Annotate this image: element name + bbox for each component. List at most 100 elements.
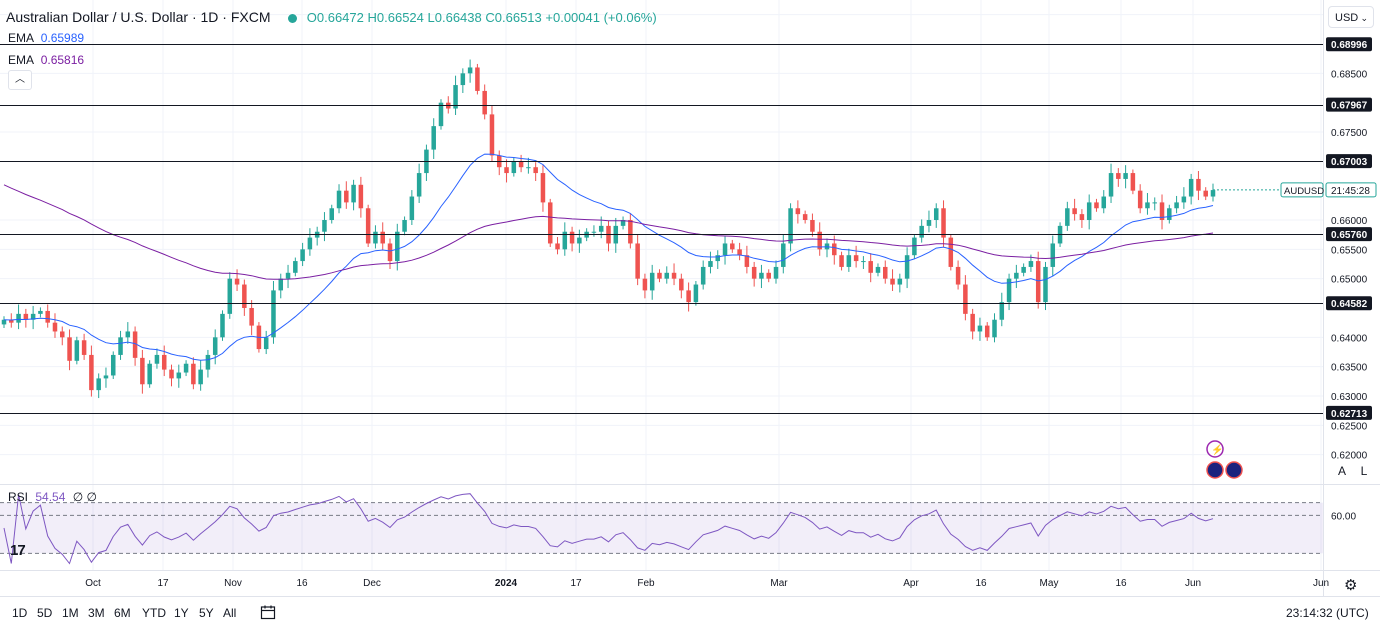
candle-body	[547, 202, 553, 244]
candle-body	[1181, 196, 1187, 203]
countdown-tag	[1325, 182, 1377, 198]
timeframe-5d[interactable]: 5D	[37, 606, 53, 620]
gear-icon[interactable]: ⚙	[1344, 577, 1358, 594]
candle-body	[679, 278, 684, 291]
candle-body	[722, 243, 728, 256]
timeframe-ytd[interactable]: YTD	[142, 606, 166, 620]
rsi-legend[interactable]: RSI 54.54 ∅ ∅	[8, 490, 97, 504]
price-tick-label: 0.62000	[1331, 451, 1368, 462]
candle-body	[1086, 202, 1092, 220]
candle-body	[1021, 266, 1026, 273]
candle-body	[1203, 190, 1208, 197]
candle-body	[700, 266, 706, 285]
candle-body	[773, 266, 779, 279]
candle-body	[322, 220, 327, 232]
candle-body	[67, 337, 72, 361]
us-flag-event-icon[interactable]	[1225, 461, 1243, 479]
candle-body	[23, 313, 29, 320]
candle-body	[897, 278, 903, 285]
rsi-tick-label: 60.00	[1331, 511, 1356, 522]
log-scale-button[interactable]: L	[1360, 464, 1368, 478]
candle-body	[562, 231, 568, 250]
candle-body	[154, 354, 160, 364]
price-tick-label: 0.65500	[1331, 245, 1368, 256]
candle-body	[271, 290, 276, 338]
symbol-title: Australian Dollar / U.S. Dollar · 1D · F…	[6, 9, 271, 25]
candle-body	[409, 196, 415, 220]
candle-body	[883, 266, 888, 279]
candle-body	[140, 357, 145, 385]
candle-body	[526, 167, 531, 169]
candle-body	[992, 319, 997, 338]
countdown-label: 21:45:28	[1331, 186, 1370, 197]
candle-body	[1101, 196, 1107, 209]
timeframe-6m[interactable]: 6M	[114, 606, 131, 620]
currency-select[interactable]: USD ⌄	[1328, 6, 1374, 28]
candle-body	[475, 67, 480, 91]
candle-body	[416, 173, 422, 197]
candle-body	[1174, 202, 1179, 209]
candle-body	[9, 319, 14, 323]
candle-body	[1167, 208, 1172, 220]
level-price-label: 0.62713	[1331, 409, 1368, 420]
candle-body	[577, 237, 582, 244]
au-flag-event-icon[interactable]	[1206, 461, 1224, 479]
candle-body	[759, 272, 764, 279]
level-price-tag	[1326, 154, 1372, 169]
time-tick-label: Feb	[637, 578, 655, 589]
lightning-event-icon[interactable]	[1206, 440, 1224, 458]
candle-body	[336, 190, 342, 209]
calendar-icon[interactable]	[260, 604, 276, 620]
timeframe-all[interactable]: All	[223, 606, 237, 620]
rsi-value: 54.54	[35, 490, 66, 504]
utc-clock[interactable]: 23:14:32 (UTC)	[1286, 606, 1369, 620]
candle-body	[766, 272, 771, 279]
candle-body	[693, 284, 699, 303]
tradingview-logo[interactable]: 17	[10, 542, 26, 559]
candle-body	[169, 369, 174, 379]
candle-body	[555, 243, 560, 250]
symbol-legend: Australian Dollar / U.S. Dollar · 1D · F…	[6, 9, 657, 25]
collapse-legend-button[interactable]: ︿	[8, 70, 32, 90]
ema-fast-legend[interactable]: EMA 0.65989	[8, 31, 84, 45]
auto-scale-button[interactable]: A	[1337, 464, 1346, 478]
time-tick-label: Oct	[85, 578, 101, 589]
candle-body	[278, 278, 284, 291]
candle-body	[234, 278, 240, 285]
timeframe-5y[interactable]: 5Y	[199, 606, 214, 620]
time-tick-label: Nov	[224, 578, 242, 589]
candle-body	[1152, 202, 1157, 204]
ema-fast-value: 0.65989	[40, 31, 85, 45]
time-tick-label: 16	[1115, 578, 1127, 589]
candle-body	[569, 231, 575, 244]
level-price-tag	[1326, 405, 1372, 420]
ema-slow-legend[interactable]: EMA 0.65816	[8, 53, 84, 67]
candle-body	[518, 161, 524, 168]
price-tick-label: 0.62500	[1331, 421, 1368, 432]
candle-body	[730, 243, 735, 250]
timeframe-3m[interactable]: 3M	[88, 606, 105, 620]
candle-body	[868, 261, 873, 273]
candle-body	[52, 322, 58, 332]
candle-body	[249, 308, 254, 326]
candle-body	[358, 184, 364, 209]
rsi-band	[0, 502, 1323, 554]
candle-body	[642, 278, 648, 291]
ema-slow-value: 0.65816	[40, 53, 85, 67]
candle-body	[941, 208, 946, 238]
candle-body	[1145, 202, 1150, 209]
candle-body	[263, 337, 269, 350]
timeframe-1d[interactable]: 1D	[12, 606, 28, 620]
candle-body	[686, 290, 691, 303]
price-chart[interactable]: 0.695000.685000.675000.660000.655000.650…	[0, 0, 1380, 596]
candle-body	[1065, 208, 1070, 226]
candle-body	[1196, 178, 1201, 191]
candle-body	[307, 237, 313, 250]
timeframe-1m[interactable]: 1M	[62, 606, 79, 620]
time-tick-label: Dec	[363, 578, 381, 589]
candle-body	[161, 354, 167, 370]
candle-body	[846, 255, 852, 267]
candle-body	[460, 73, 466, 86]
price-tick-label: 0.63500	[1331, 363, 1368, 374]
timeframe-1y[interactable]: 1Y	[174, 606, 189, 620]
